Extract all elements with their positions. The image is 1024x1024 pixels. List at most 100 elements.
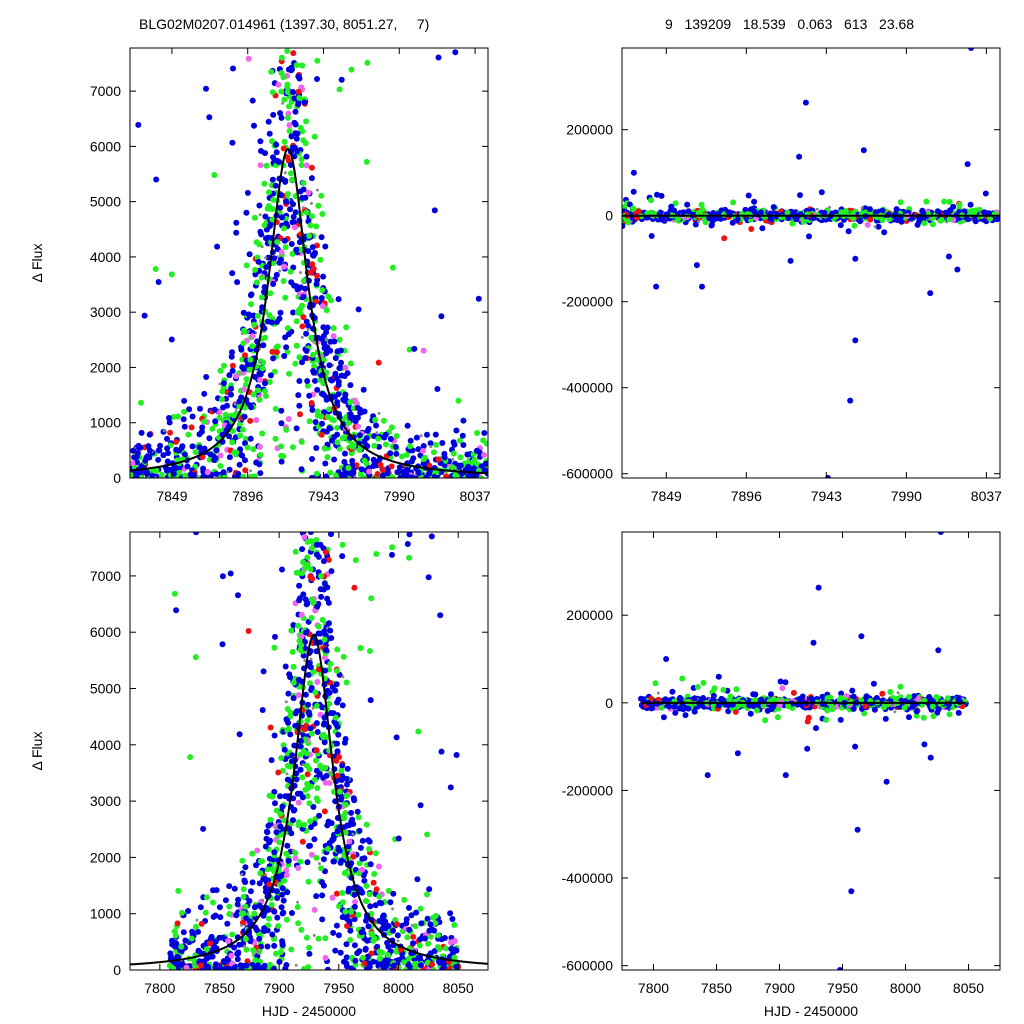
data-point [389, 264, 396, 271]
data-point [288, 241, 295, 247]
data-point [291, 806, 298, 813]
data-point [313, 893, 320, 900]
data-point [308, 596, 315, 603]
data-point [306, 481, 312, 487]
residual-point [635, 208, 642, 215]
data-point [314, 408, 321, 415]
data-point [153, 176, 160, 183]
data-point [333, 922, 340, 929]
data-point [328, 568, 335, 575]
y-axis-label: Δ Flux [29, 244, 45, 283]
residual-outlier [968, 48, 975, 51]
data-point [271, 368, 278, 375]
data-point [297, 743, 304, 750]
data-point [256, 935, 263, 942]
data-point [377, 411, 381, 415]
data-point [203, 374, 210, 380]
residual-point [660, 714, 667, 721]
residual-outlier [796, 153, 803, 160]
data-point [298, 466, 305, 473]
data-point [292, 108, 299, 115]
data-point [319, 335, 326, 342]
data-point [343, 954, 350, 961]
data-point [362, 945, 369, 952]
data-point [173, 960, 180, 967]
residual-point [630, 188, 637, 195]
data-point [284, 776, 291, 783]
data-point [272, 435, 279, 442]
data-point [389, 544, 396, 551]
residual-point [891, 704, 895, 708]
data-point [469, 459, 476, 466]
data-point [339, 541, 346, 548]
data-point [303, 153, 310, 160]
data-point [279, 803, 286, 810]
data-point [300, 137, 307, 144]
data-point [326, 362, 333, 369]
residual-point [862, 703, 869, 710]
data-point [171, 590, 178, 597]
data-point [284, 89, 291, 96]
residual-point [875, 223, 882, 230]
data-point [292, 855, 299, 862]
residual-point [819, 217, 823, 221]
data-point [261, 284, 268, 290]
residual-point [972, 207, 979, 214]
data-point [284, 48, 291, 54]
data-point [371, 871, 378, 877]
data-point [421, 966, 428, 970]
data-point [221, 474, 228, 478]
data-point [356, 432, 363, 439]
data-point [376, 863, 382, 870]
data-point [337, 949, 344, 956]
data-point [251, 910, 258, 917]
data-point [393, 734, 400, 741]
data-point [357, 645, 364, 651]
data-point [271, 942, 278, 949]
residual-point [906, 714, 912, 721]
residual-point [715, 673, 722, 680]
data-point [346, 838, 353, 845]
data-point [300, 747, 307, 754]
data-point [351, 584, 358, 591]
data-point [331, 456, 338, 463]
data-point [363, 821, 370, 828]
data-point [426, 927, 433, 934]
data-point [314, 518, 320, 524]
data-point [233, 912, 240, 919]
data-point [300, 314, 307, 321]
residual-point [785, 703, 792, 709]
data-point [270, 111, 277, 118]
data-point [407, 437, 414, 444]
residual-point [946, 711, 953, 718]
data-point [301, 726, 308, 733]
data-point [332, 355, 339, 362]
data-point [390, 962, 397, 969]
data-point [239, 923, 243, 927]
data-point [241, 327, 248, 334]
data-point [287, 206, 293, 213]
data-point [138, 463, 145, 470]
data-point [459, 432, 466, 439]
y-tick-label: 200000 [566, 122, 613, 138]
data-point [324, 966, 331, 970]
residual-outlier [847, 397, 854, 404]
data-point [297, 737, 304, 744]
data-point [214, 243, 221, 250]
data-point [270, 281, 277, 287]
data-point [281, 138, 288, 145]
residual-outlier [837, 967, 843, 970]
data-point [308, 516, 314, 522]
data-point [178, 909, 185, 916]
data-point [257, 376, 264, 383]
data-point [300, 180, 307, 186]
data-point [257, 138, 264, 145]
data-point [230, 65, 236, 72]
data-point [266, 130, 273, 137]
data-point [278, 249, 285, 256]
data-point [415, 469, 422, 476]
data-point [451, 457, 455, 461]
data-point [200, 473, 207, 478]
residual-point [850, 693, 857, 700]
residual-point [806, 233, 812, 240]
